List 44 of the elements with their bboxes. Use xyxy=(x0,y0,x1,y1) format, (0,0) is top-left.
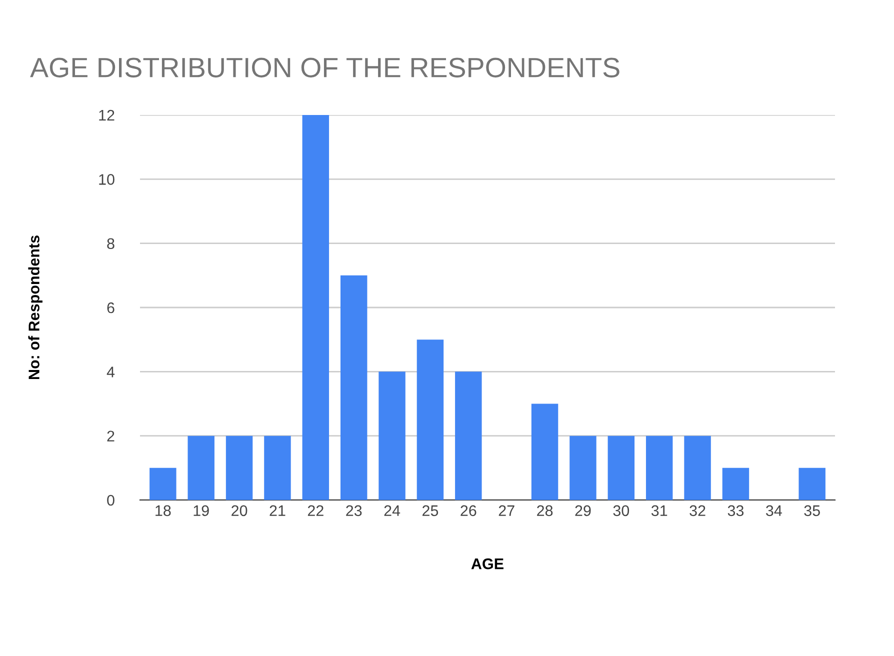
x-tick-label: 31 xyxy=(651,505,668,516)
x-tick-label: 33 xyxy=(728,505,744,516)
x-tick-label: 22 xyxy=(308,505,324,516)
bar xyxy=(570,436,596,500)
y-tick-label: 4 xyxy=(106,366,115,378)
y-tick-label: 10 xyxy=(99,174,114,185)
chart-title: AGE DISTRIBUTION OF THE RESPONDENTS xyxy=(30,58,620,78)
x-tick-label: 21 xyxy=(270,505,286,516)
bar xyxy=(340,275,368,500)
x-tick-label: 20 xyxy=(232,505,248,516)
bar xyxy=(226,436,253,500)
x-tick-label: 27 xyxy=(498,505,514,516)
bar xyxy=(188,436,214,500)
x-tick-label: 18 xyxy=(156,505,171,516)
bar xyxy=(646,436,673,500)
bar xyxy=(722,468,750,500)
y-tick-label: 2 xyxy=(107,430,114,442)
bar xyxy=(455,372,482,500)
bar xyxy=(531,404,558,500)
bar xyxy=(416,340,444,500)
y-tick-label: 12 xyxy=(99,110,114,121)
bar xyxy=(302,115,330,500)
x-tick-label: 28 xyxy=(537,505,553,516)
bar xyxy=(378,372,406,500)
bar xyxy=(608,436,635,500)
x-tick-label: 32 xyxy=(690,505,706,516)
x-tick-label: 24 xyxy=(384,505,400,516)
x-tick-label: 25 xyxy=(422,505,438,516)
y-tick-label: 8 xyxy=(107,238,114,250)
x-tick-label: 29 xyxy=(575,505,591,516)
x-tick-label: 23 xyxy=(346,505,362,516)
bar xyxy=(798,468,826,500)
y-tick-label: 0 xyxy=(107,494,114,506)
x-tick-label: 34 xyxy=(766,505,782,516)
bar xyxy=(684,436,711,500)
y-tick-label: 6 xyxy=(107,302,114,314)
y-axis-title: No: of Respondents xyxy=(28,236,42,380)
x-tick-label: 19 xyxy=(194,505,209,516)
x-tick-label: 26 xyxy=(460,505,476,516)
x-axis-title: AGE xyxy=(471,558,504,570)
bar xyxy=(150,468,176,500)
bar xyxy=(264,436,291,500)
x-tick-label: 30 xyxy=(613,505,630,516)
x-tick-label: 35 xyxy=(804,505,820,516)
